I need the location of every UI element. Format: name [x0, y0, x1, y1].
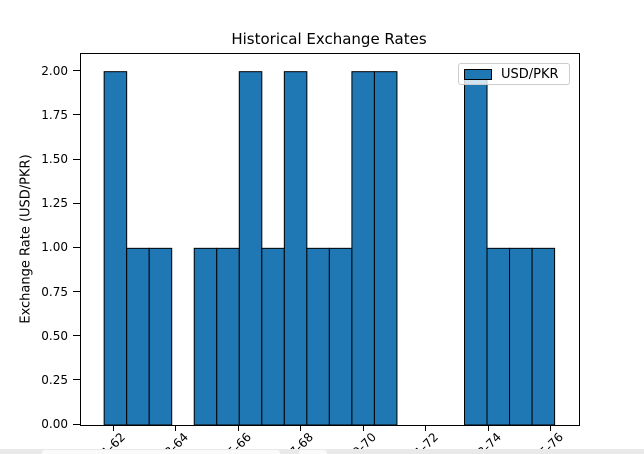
y-tick-mark [73, 335, 80, 337]
x-tick-mark [237, 425, 239, 431]
histogram-bar [261, 247, 285, 425]
histogram-bar [193, 247, 218, 425]
window-edge-segment [42, 450, 280, 454]
y-tick-label: 0.00 [41, 417, 68, 431]
y-tick-label: 1.00 [41, 240, 68, 255]
plot-area [80, 53, 580, 426]
histogram-bar [283, 71, 308, 425]
y-tick-mark [73, 158, 80, 160]
histogram-bar [351, 71, 375, 425]
y-tick-mark [73, 246, 80, 248]
y-tick-label: 0.75 [41, 284, 68, 299]
y-tick-mark [73, 423, 80, 425]
y-tick-mark [73, 379, 80, 381]
histogram-bar [531, 247, 556, 425]
legend-color-patch [464, 68, 492, 80]
window-edge-segment [299, 450, 327, 454]
x-tick-mark [175, 425, 177, 431]
x-tick-mark [300, 425, 302, 431]
chart-title: Historical Exchange Rates [231, 30, 427, 48]
x-tick-mark [550, 425, 552, 431]
histogram-bar [328, 247, 353, 425]
histogram-bar [464, 71, 488, 425]
histogram-bar [373, 71, 398, 425]
histogram-bar [148, 247, 173, 425]
y-tick-label: 0.25 [41, 372, 68, 387]
histogram-bar [486, 247, 511, 425]
x-tick-mark [487, 425, 489, 431]
y-tick-mark [73, 114, 80, 116]
x-tick-mark [425, 425, 427, 431]
y-tick-mark [73, 70, 80, 72]
y-tick-label: 0.50 [41, 328, 68, 343]
y-tick-mark [73, 291, 80, 292]
y-tick-label: 1.75 [41, 107, 68, 122]
window-edge-strip [0, 449, 644, 454]
histogram-bar [103, 71, 128, 425]
y-tick-label: 1.50 [41, 152, 68, 166]
histogram-bar [509, 247, 533, 425]
histogram-bars [103, 71, 556, 425]
histogram-bar [126, 247, 150, 425]
legend-label: USD/PKR [501, 66, 559, 82]
y-tick-label: 2.00 [41, 63, 68, 78]
histogram-bar [216, 247, 240, 425]
legend: USD/PKR [458, 63, 570, 85]
y-tick-label: 1.25 [41, 196, 68, 211]
x-tick-mark [362, 425, 364, 431]
histogram-bar [238, 71, 263, 425]
histogram-bar [306, 247, 330, 425]
y-tick-mark [73, 202, 80, 204]
x-tick-mark [112, 425, 114, 431]
